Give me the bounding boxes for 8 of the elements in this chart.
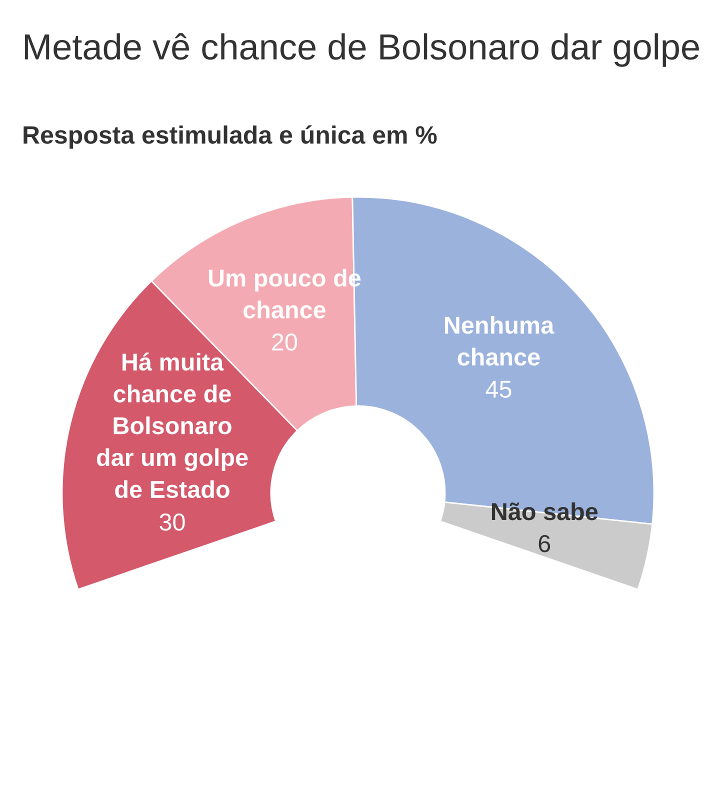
data-label: 30 — [160, 513, 185, 531]
slice-label: Nenhuma chance — [444, 316, 554, 366]
data-label: 20 — [272, 333, 298, 351]
data-label: 6 — [538, 535, 550, 552]
chart-title: Metade vê chance de Bolsonaro dar golpe — [24, 33, 699, 67]
slice-label: Há muita chance de Bolsonaro dar um golpe de Estado — [96, 352, 248, 498]
data-label: 45 — [486, 380, 512, 398]
chart-subtitle: Resposta estimulada e única em % — [24, 125, 437, 149]
